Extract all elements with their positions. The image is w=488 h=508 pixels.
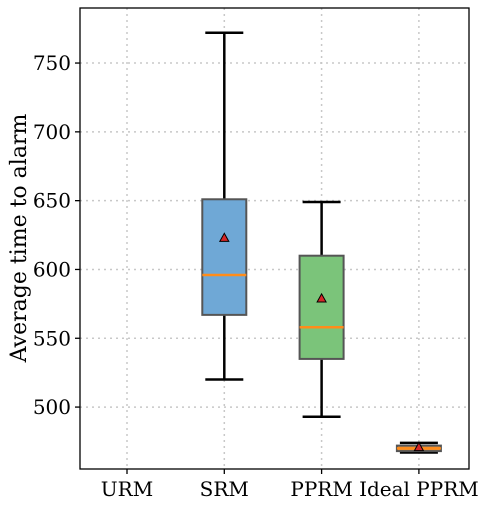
plot-frame: [79, 7, 470, 470]
y-tick-label: 700: [33, 120, 71, 144]
grid-lines: [80, 8, 469, 469]
mean-marker: [413, 441, 425, 452]
box-pprm: [298, 200, 345, 418]
y-axis-ticks: 500 550 600 650 700 750: [33, 51, 80, 419]
y-tick-label: 650: [33, 189, 71, 213]
y-tick-label: 550: [33, 326, 71, 350]
y-tick-label: 600: [33, 257, 71, 281]
x-axis-ticks: URM SRM PPRM Ideal PPRM: [101, 469, 479, 501]
iqr-box: [201, 198, 248, 316]
box-srm: [201, 31, 248, 381]
x-tick-label: Ideal PPRM: [359, 477, 479, 501]
mean-marker: [218, 232, 230, 242]
y-tick-label: 750: [33, 51, 71, 75]
x-tick-label: PPRM: [290, 477, 352, 501]
y-tick-label: 500: [33, 395, 71, 419]
iqr-box: [298, 254, 345, 360]
x-tick-label: URM: [101, 477, 153, 501]
box-series: [201, 31, 442, 454]
y-axis-label: Average time to alarm: [7, 114, 32, 364]
box-ideal-pprm: [395, 441, 442, 454]
mean-marker: [316, 292, 327, 303]
x-tick-label: SRM: [200, 477, 249, 501]
